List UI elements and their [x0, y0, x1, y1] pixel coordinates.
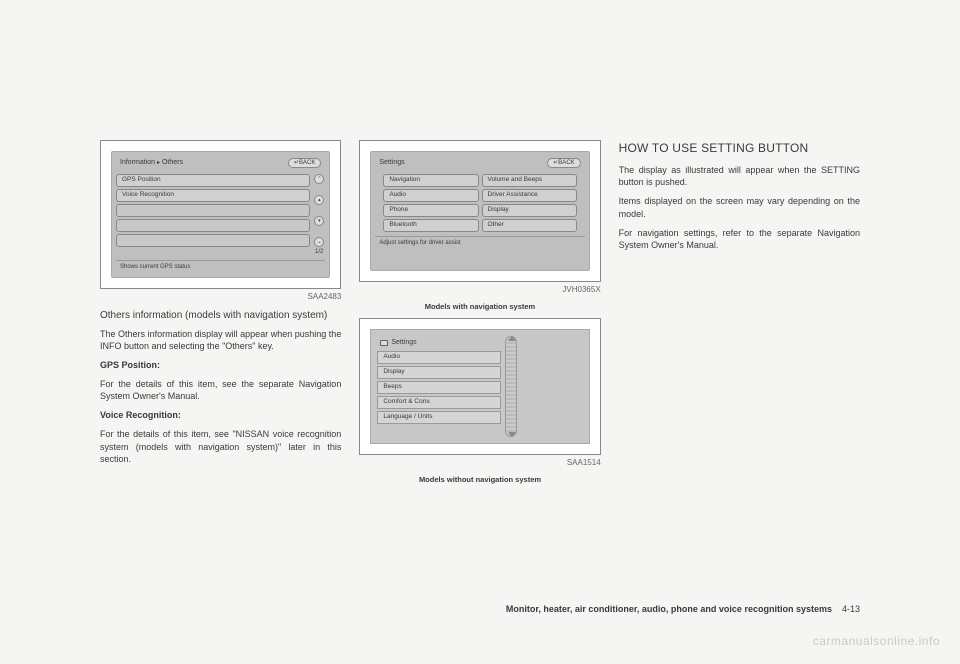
body-text: The Others information display will appe…: [100, 328, 341, 352]
fig2-footer: Adjust settings for driver assist: [375, 236, 584, 249]
fig1-screen: Information ▸ Others ↵BACK GPS Position …: [111, 151, 330, 278]
figure-caption: Models with navigation system: [359, 302, 600, 312]
list-item: [116, 204, 310, 217]
scroll-bottom-icon[interactable]: ⌄: [314, 237, 324, 247]
list-item[interactable]: Beeps: [377, 381, 500, 394]
fig2-grid: Navigation Audio Phone Bluetooth Volume …: [375, 174, 584, 232]
list-item[interactable]: Audio: [377, 351, 500, 364]
column-2: Settings ↵BACK Navigation Audio Phone Bl…: [359, 140, 600, 491]
fig1-list-area: GPS Position Voice Recognition ⌃ ▴ ▾ ⌄: [116, 174, 325, 247]
list-item[interactable]: Other: [482, 219, 577, 232]
fig3-list: Settings Audio Display Beeps Comfort & C…: [377, 336, 500, 437]
body-text: Items displayed on the screen may vary d…: [619, 195, 860, 219]
page-number: 4-13: [842, 604, 860, 614]
screen-title: Settings: [379, 158, 404, 167]
breadcrumb-info: Information: [120, 159, 155, 166]
fig3-title-row: Settings: [377, 336, 500, 349]
figure-1: Information ▸ Others ↵BACK GPS Position …: [100, 140, 341, 289]
chevron-right-icon: ▸: [157, 160, 160, 166]
scroll-up-icon[interactable]: ▴: [314, 195, 324, 205]
list-item[interactable]: Voice Recognition: [116, 189, 310, 202]
settings-icon: [380, 340, 388, 346]
body-text: The display as illustrated will appear w…: [619, 164, 860, 188]
figure-label: SAA2483: [100, 292, 341, 303]
page-content: Information ▸ Others ↵BACK GPS Position …: [100, 140, 860, 491]
fig1-footer: Shows current GPS status: [116, 260, 325, 273]
list-item[interactable]: Comfort & Conv.: [377, 396, 500, 409]
list-item[interactable]: Bluetooth: [383, 219, 478, 232]
figure-2: Settings ↵BACK Navigation Audio Phone Bl…: [359, 140, 600, 282]
footer-section: Monitor, heater, air conditioner, audio,…: [506, 604, 832, 614]
breadcrumb: Information ▸ Others: [120, 158, 183, 167]
list-item[interactable]: Language / Units: [377, 411, 500, 424]
back-button[interactable]: ↵BACK: [547, 158, 580, 168]
figure-label: SAA1514: [359, 458, 600, 469]
list-item[interactable]: Audio: [383, 189, 478, 202]
list-item[interactable]: Driver Assistance: [482, 189, 577, 202]
body-text: For navigation settings, refer to the se…: [619, 227, 860, 251]
scroll-dial-icon[interactable]: [505, 336, 517, 437]
body-text: For the details of this item, see "NISSA…: [100, 428, 341, 464]
fig2-header: Settings ↵BACK: [375, 156, 584, 170]
fig2-screen: Settings ↵BACK Navigation Audio Phone Bl…: [370, 151, 589, 271]
subheading: Others information (models with navigati…: [100, 309, 341, 323]
figure-label: JVH0365X: [359, 285, 600, 296]
scroll-top-icon[interactable]: ⌃: [314, 174, 324, 184]
list-item: [116, 234, 310, 247]
inline-heading: Voice Recognition:: [100, 409, 341, 421]
list-item[interactable]: Phone: [383, 204, 478, 217]
page-indicator: 1/2: [116, 248, 325, 256]
list-item[interactable]: Volume and Beeps: [482, 174, 577, 187]
inline-heading: GPS Position:: [100, 359, 341, 371]
list-item: [116, 219, 310, 232]
section-heading: HOW TO USE SETTING BUTTON: [619, 140, 860, 156]
fig1-header: Information ▸ Others ↵BACK: [116, 156, 325, 170]
list-item[interactable]: GPS Position: [116, 174, 310, 187]
column-3: HOW TO USE SETTING BUTTON The display as…: [619, 140, 860, 491]
back-button[interactable]: ↵BACK: [288, 158, 321, 168]
list-item[interactable]: Display: [482, 204, 577, 217]
screen-title: Settings: [391, 338, 416, 347]
scroll-control: ⌃ ▴ ▾ ⌄: [313, 174, 325, 247]
figure-3: Settings Audio Display Beeps Comfort & C…: [359, 318, 600, 455]
body-text: For the details of this item, see the se…: [100, 378, 341, 402]
fig3-screen: Settings Audio Display Beeps Comfort & C…: [370, 329, 589, 444]
column-1: Information ▸ Others ↵BACK GPS Position …: [100, 140, 341, 491]
figure-caption: Models without navigation system: [359, 475, 600, 485]
fig2-right-col: Volume and Beeps Driver Assistance Displ…: [482, 174, 577, 232]
page-footer: Monitor, heater, air conditioner, audio,…: [506, 604, 860, 614]
list-item[interactable]: Navigation: [383, 174, 478, 187]
watermark: carmanualsonline.info: [813, 634, 940, 648]
fig2-left-col: Navigation Audio Phone Bluetooth: [383, 174, 478, 232]
scroll-down-icon[interactable]: ▾: [314, 216, 324, 226]
fig1-list: GPS Position Voice Recognition: [116, 174, 310, 247]
list-item[interactable]: Display: [377, 366, 500, 379]
breadcrumb-others: Others: [162, 159, 183, 166]
